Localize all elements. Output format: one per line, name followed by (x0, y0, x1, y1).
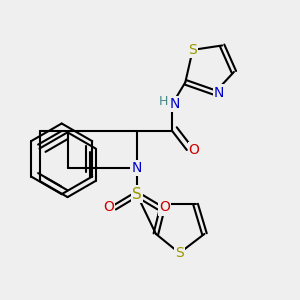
Text: O: O (103, 200, 114, 214)
Text: N: N (132, 161, 142, 175)
Text: S: S (188, 43, 197, 57)
Text: O: O (189, 143, 200, 157)
Text: N: N (170, 98, 180, 111)
Text: O: O (159, 200, 170, 214)
Text: S: S (175, 246, 184, 260)
Text: S: S (132, 187, 142, 202)
Text: H: H (159, 95, 168, 108)
Text: N: N (214, 85, 224, 100)
